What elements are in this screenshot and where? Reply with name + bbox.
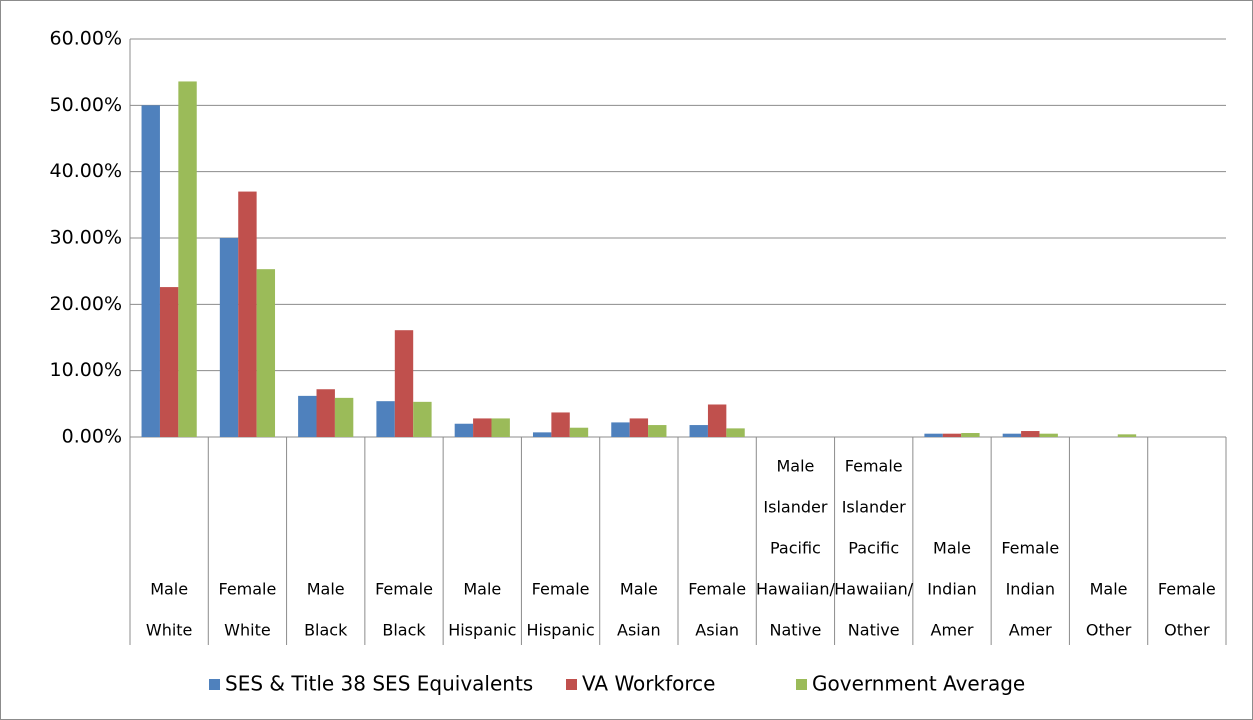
legend-swatch [566, 679, 577, 690]
x-tick-label: Hawaiian/ [834, 580, 914, 599]
bar [611, 422, 630, 437]
legend-label: VA Workforce [582, 672, 715, 696]
x-tick-label: Amer [1009, 621, 1052, 640]
bar [1002, 433, 1022, 437]
y-tick-label: 50.00% [50, 94, 122, 116]
bar [316, 389, 335, 437]
x-tick-label: Female [845, 457, 903, 476]
bar [473, 418, 492, 437]
legend-swatch [209, 679, 220, 690]
bar [454, 423, 474, 437]
x-tick-label: Indian [1006, 580, 1055, 599]
x-tick-label: Amer [931, 621, 974, 640]
x-tick-label: Native [848, 621, 900, 640]
x-tick-label: Islander [842, 498, 906, 517]
x-tick-label: Asian [617, 621, 661, 640]
bar [942, 433, 962, 437]
x-tick-label: Male [463, 580, 501, 599]
bar [394, 330, 414, 437]
x-tick-label: Other [1164, 621, 1210, 640]
bar [1117, 434, 1137, 437]
y-tick-label: 0.00% [62, 426, 122, 448]
x-tick-label: Asian [695, 621, 739, 640]
x-tick-label: Female [688, 580, 746, 599]
x-tick-label: Black [382, 621, 426, 640]
x-tick-label: Male [1090, 580, 1128, 599]
bar [334, 397, 354, 437]
y-tick-label: 10.00% [50, 359, 122, 381]
bar [726, 428, 745, 437]
bar [178, 81, 197, 437]
bar [256, 269, 276, 437]
bar [238, 191, 257, 437]
x-tick-label: Male [150, 580, 188, 599]
bar [491, 418, 510, 437]
legend-swatch [796, 679, 807, 690]
x-tick-label: White [224, 621, 271, 640]
bar [1039, 433, 1058, 437]
bar [961, 433, 980, 437]
bar [569, 427, 589, 437]
y-tick-label: 40.00% [50, 160, 122, 182]
x-tick-label: Female [1158, 580, 1216, 599]
legend-label: SES & Title 38 SES Equivalents [225, 672, 533, 696]
bar [689, 425, 708, 437]
x-tick-label: Pacific [770, 539, 821, 558]
x-tick-label: Black [304, 621, 348, 640]
x-tick-label: Pacific [848, 539, 899, 558]
x-tick-label: Female [375, 580, 433, 599]
bar [629, 418, 649, 437]
x-tick-label: Female [532, 580, 590, 599]
x-tick-label: Male [307, 580, 345, 599]
x-tick-label: Female [218, 580, 276, 599]
bar [376, 401, 395, 437]
x-tick-label: Indian [927, 580, 976, 599]
bar [532, 432, 552, 437]
x-tick-label: Native [770, 621, 822, 640]
bar [413, 401, 432, 437]
x-tick-label: Male [933, 539, 971, 558]
bar [648, 425, 667, 437]
y-tick-label: 20.00% [50, 293, 122, 315]
y-tick-label: 30.00% [50, 227, 122, 249]
bar [141, 105, 160, 437]
x-tick-label: Hawaiian/ [756, 580, 836, 599]
x-tick-label: Male [776, 457, 814, 476]
x-tick-label: White [146, 621, 193, 640]
x-tick-label: Male [620, 580, 658, 599]
bar [551, 412, 570, 437]
bar [219, 238, 239, 437]
legend-label: Government Average [812, 672, 1025, 696]
bar [1021, 431, 1040, 437]
bar [298, 395, 317, 437]
y-tick-label: 60.00% [50, 28, 122, 50]
bar [707, 404, 727, 437]
x-tick-label: Other [1086, 621, 1132, 640]
x-tick-label: Hispanic [526, 621, 594, 640]
bar [924, 433, 943, 437]
x-tick-label: Islander [763, 498, 827, 517]
x-tick-label: Female [1001, 539, 1059, 558]
x-tick-label: Hispanic [448, 621, 516, 640]
bar [159, 287, 179, 437]
